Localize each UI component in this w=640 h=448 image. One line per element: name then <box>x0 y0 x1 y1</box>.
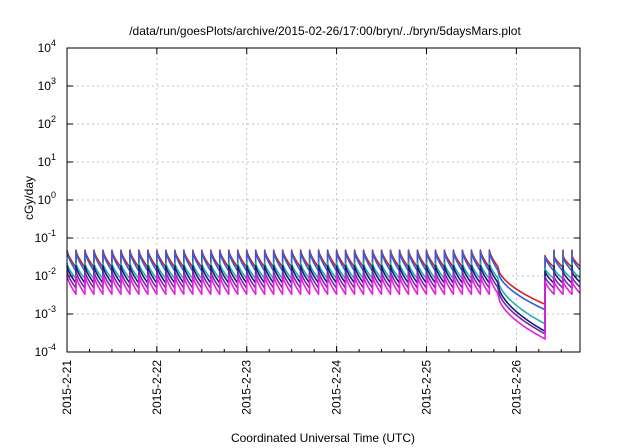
y-tick-label: 101 <box>38 152 56 169</box>
y-tick-label: 10-1 <box>35 228 56 245</box>
plot-frame <box>66 47 581 353</box>
x-tick-label: 2015-2-25 <box>419 360 433 415</box>
series-group <box>66 249 581 340</box>
x-axis: 2015-2-21 2015-2-22 2015-2-23 2015-2-24 2015… <box>60 48 562 415</box>
x-tick-label: 2015-2-23 <box>240 360 254 415</box>
series-line-6 <box>66 274 581 340</box>
x-tick-label: 2015-2-21 <box>60 360 74 415</box>
y-tick-label: 104 <box>38 38 56 55</box>
y-tick-label: 100 <box>38 190 56 207</box>
y-tick-label: 10-3 <box>35 304 56 321</box>
y-tick-label: 10-2 <box>35 266 56 283</box>
series-line-2 <box>66 250 581 311</box>
series-line-3 <box>66 262 581 325</box>
y-axis-label: cGy/day <box>22 176 36 220</box>
y-tick-label: 10-4 <box>35 342 56 359</box>
y-axis: 10-4 10-3 10-2 10-1 100 101 102 103 104 <box>35 38 580 359</box>
x-tick-label: 2015-2-24 <box>330 360 344 415</box>
y-tick-label: 102 <box>38 114 56 131</box>
series-line-4 <box>66 265 581 333</box>
x-tick-label: 2015-2-26 <box>509 360 523 415</box>
chart-title: /data/run/goesPlots/archive/2015-02-26/1… <box>129 24 521 38</box>
x-tick-label: 2015-2-22 <box>150 360 164 415</box>
x-axis-label: Coordinated Universal Time (UTC) <box>231 431 415 445</box>
y-tick-label: 103 <box>38 76 56 93</box>
series-line-5 <box>66 270 581 335</box>
